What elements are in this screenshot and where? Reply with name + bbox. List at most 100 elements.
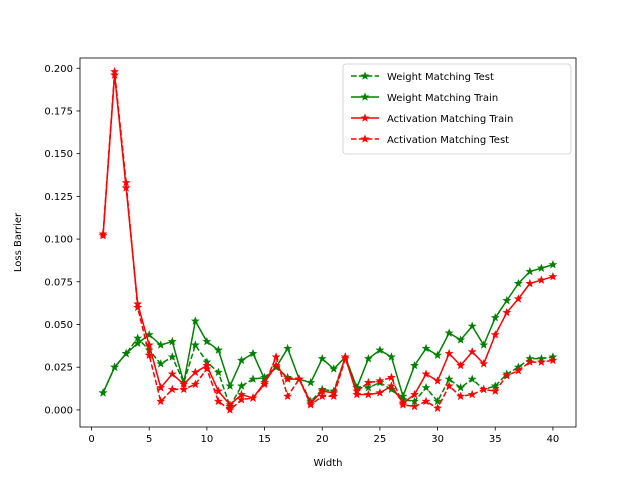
data-point (387, 352, 396, 361)
data-point (467, 374, 477, 383)
data-point (202, 336, 212, 346)
data-point (283, 374, 293, 383)
data-point (248, 348, 258, 358)
data-point (513, 278, 523, 288)
series-line (102, 263, 554, 397)
y-tick-label: 0.175 (44, 106, 73, 117)
data-point (98, 388, 108, 397)
y-tick-label: 0.125 (44, 192, 73, 203)
series-layer (98, 67, 558, 414)
data-point (144, 350, 154, 360)
data-point (225, 381, 235, 390)
data-point (536, 357, 546, 366)
x-axis-label: Width (313, 458, 342, 469)
data-point (329, 391, 339, 401)
data-point (363, 354, 373, 363)
data-point (410, 401, 419, 411)
data-point (433, 350, 443, 360)
legend-item: Activation Matching Test (351, 134, 509, 146)
legend-marker (360, 134, 370, 143)
data-point (444, 381, 454, 390)
y-tick-label: 0.000 (44, 405, 73, 416)
data-point (179, 384, 189, 394)
data-point (456, 360, 466, 370)
legend-marker (360, 92, 370, 101)
data-point (237, 355, 246, 365)
data-point (513, 365, 523, 375)
y-tick-label: 0.100 (44, 235, 73, 246)
data-point (225, 405, 235, 414)
data-point (306, 377, 316, 387)
data-point (213, 367, 223, 377)
legend: Weight Matching Test Weight Matching Trai… (342, 63, 572, 155)
data-point (456, 335, 466, 344)
data-point (410, 389, 419, 399)
x-tick-label: 40 (547, 434, 560, 445)
data-point (410, 360, 419, 370)
data-point (433, 396, 443, 406)
data-point (387, 372, 396, 382)
data-point (444, 374, 454, 383)
data-point (525, 266, 535, 276)
data-point (548, 260, 558, 269)
data-point (433, 403, 443, 412)
data-point (479, 340, 489, 349)
data-point (502, 295, 512, 305)
series-line (102, 74, 554, 406)
data-point (167, 369, 177, 378)
data-point (490, 313, 500, 322)
data-point (317, 391, 327, 401)
data-point (133, 302, 143, 312)
x-tick-label: 35 (489, 434, 502, 445)
data-point (421, 383, 431, 392)
x-axis: 0 5 10 15 20 25 30 35 40 (88, 427, 559, 445)
data-point (525, 357, 535, 366)
legend-item: Weight Matching Train (351, 92, 498, 104)
plot-frame (79, 57, 577, 428)
data-point (536, 263, 546, 272)
data-point (167, 336, 177, 346)
data-point (479, 359, 489, 368)
data-point (271, 352, 281, 361)
legend-marker (360, 71, 370, 80)
data-point (283, 343, 293, 353)
data-point (133, 338, 143, 348)
data-point (467, 389, 477, 399)
data-point (456, 391, 466, 401)
legend-label: Activation Matching Test (387, 135, 509, 146)
data-point (421, 396, 431, 406)
data-point (513, 294, 523, 303)
legend-marker (360, 113, 370, 122)
x-tick-label: 5 (146, 434, 152, 445)
data-point (202, 364, 212, 373)
data-point (444, 328, 454, 337)
data-point (156, 359, 166, 368)
data-point (167, 384, 177, 394)
data-point (156, 340, 166, 349)
x-tick-label: 10 (201, 434, 214, 445)
series-line (102, 337, 554, 408)
data-point (213, 345, 223, 354)
legend-item: Weight Matching Test (351, 71, 494, 83)
data-point (525, 278, 535, 288)
data-point (467, 321, 477, 330)
data-point (548, 272, 558, 281)
series-line (102, 70, 554, 411)
data-point (363, 383, 373, 392)
data-point (237, 395, 246, 404)
data-point (398, 400, 408, 409)
data-point (490, 330, 500, 339)
data-point (444, 348, 454, 358)
data-point (156, 396, 166, 406)
data-point (433, 376, 443, 385)
y-axis: 0.000 0.025 0.050 0.075 0.100 0.125 0.150 0.175… (44, 64, 80, 416)
data-point (375, 388, 385, 397)
y-tick-label: 0.075 (44, 277, 73, 288)
data-point (536, 275, 546, 284)
data-point (98, 229, 108, 238)
data-point (213, 386, 223, 395)
data-point (421, 369, 431, 378)
data-point (190, 379, 200, 389)
data-point (237, 381, 246, 390)
data-point (260, 379, 269, 389)
